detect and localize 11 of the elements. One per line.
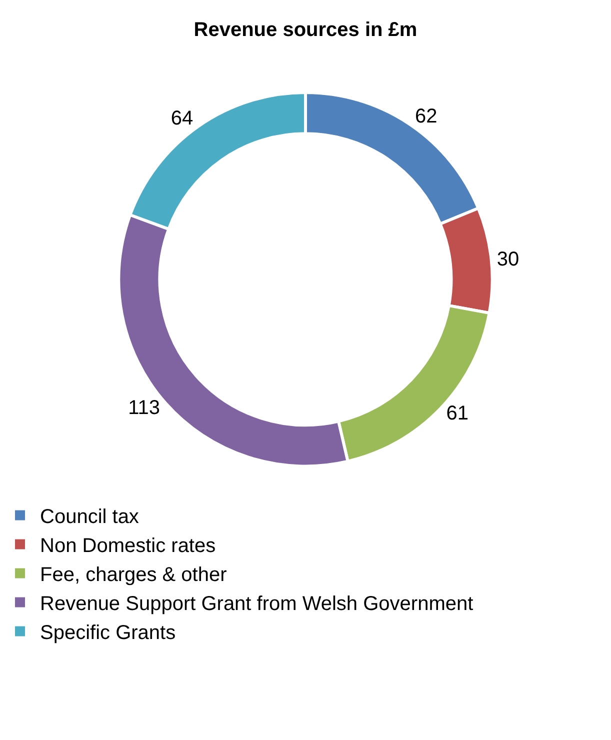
data-label: 64 xyxy=(170,108,194,130)
data-label: 113 xyxy=(128,396,160,419)
legend-label: Council tax xyxy=(40,506,139,528)
legend-label: Specific Grants xyxy=(40,622,176,644)
legend-label: Fee, charges & other xyxy=(40,564,228,586)
data-label: 62 xyxy=(414,106,438,128)
legend-label: Non Domestic rates xyxy=(40,535,216,558)
chart-title: Revenue sources in £m xyxy=(194,19,418,42)
data-label: 30 xyxy=(496,248,520,271)
data-label: 61 xyxy=(446,402,468,425)
legend-label: Revenue Support Grant from Welsh Government xyxy=(40,593,474,616)
